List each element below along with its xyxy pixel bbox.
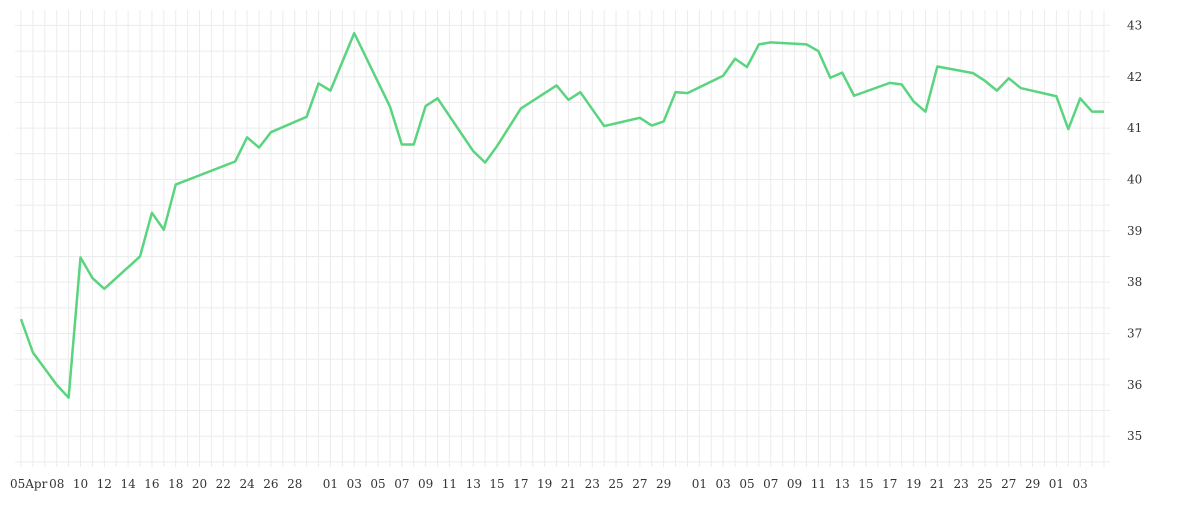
x-tick-label: 09 [418,477,433,491]
x-tick-label: 05 [739,477,754,491]
x-tick-label: 08 [49,477,64,491]
x-tick-label: 17 [882,477,897,491]
x-tick-label: 22 [216,477,231,491]
y-tick-label: 37 [1127,326,1142,340]
x-tick-label: 03 [347,477,362,491]
x-tick-label: 28 [287,477,302,491]
y-tick-label: 42 [1127,70,1142,84]
x-tick-label: 29 [1025,477,1040,491]
x-tick-label: 13 [466,477,481,491]
y-tick-label: 36 [1127,378,1142,392]
x-tick-label: 01 [692,477,707,491]
y-axis: 35 36 37 38 39 40 41 42 43 [1127,18,1142,443]
x-tick-label: 23 [954,477,969,491]
x-tick-label: 18 [168,477,183,491]
x-tick-label: 05 [370,477,385,491]
x-tick-label: 27 [632,477,647,491]
x-tick-label: 17 [513,477,528,491]
x-tick-label: 16 [144,477,159,491]
series-layer [19,31,1104,399]
x-tick-label: 25 [608,477,623,491]
y-tick-label: 41 [1127,121,1142,135]
x-tick-label: 20 [192,477,207,491]
x-tick-label: 07 [394,477,409,491]
y-tick-label: 38 [1127,275,1142,289]
x-tick-label: 11 [811,477,826,491]
x-tick-label: 10 [73,477,88,491]
series-line [19,31,1104,399]
x-axis: 05Apr 08 10 12 14 16 18 20 22 24 26 28 01 03 05 07 09 11 1… [10,477,1088,491]
x-tick-label: 15 [489,477,504,491]
x-tick-label: 14 [120,477,136,491]
x-tick-label: 25 [977,477,992,491]
x-tick-label: 03 [716,477,731,491]
x-tick-label: 21 [930,477,945,491]
x-tick-label: 23 [585,477,600,491]
x-tick-label: 01 [323,477,338,491]
x-tick-label: 09 [787,477,802,491]
grid [15,10,1110,467]
x-tick-label: 15 [858,477,873,491]
y-tick-label: 40 [1127,172,1142,186]
x-tick-label: 27 [1001,477,1016,491]
x-tick-label: 24 [239,477,255,491]
x-tick-label: 12 [97,477,112,491]
x-tick-label: 19 [537,477,552,491]
x-tick-label: 01 [1049,477,1064,491]
x-tick-label: 03 [1073,477,1088,491]
x-tick-label: 29 [656,477,671,491]
y-tick-label: 43 [1127,18,1142,32]
x-tick-label: 07 [763,477,778,491]
x-tick-label: 05Apr [10,477,48,491]
x-tick-label: 11 [442,477,457,491]
x-tick-label: 26 [263,477,278,491]
x-tick-label: 13 [835,477,850,491]
y-tick-label: 35 [1127,429,1142,443]
x-tick-label: 21 [561,477,576,491]
x-tick-label: 19 [906,477,921,491]
y-tick-label: 39 [1127,224,1142,238]
